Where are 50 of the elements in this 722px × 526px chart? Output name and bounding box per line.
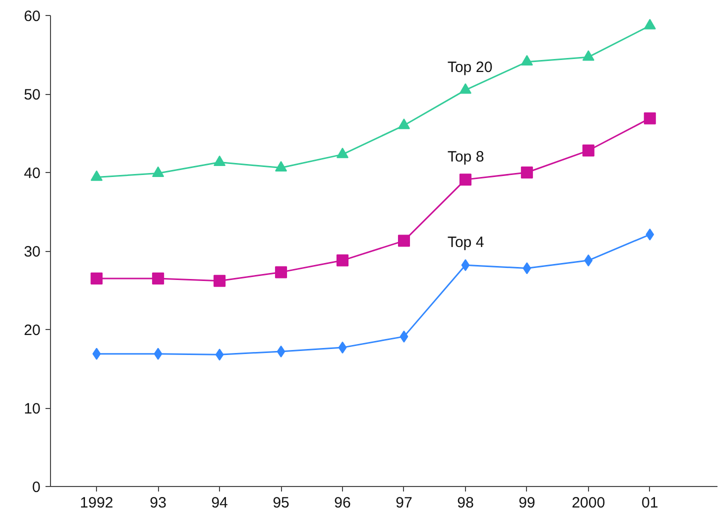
x-tick-label: 94 xyxy=(211,494,228,512)
y-tick-label: 30 xyxy=(24,244,41,260)
y-tick-label: 0 xyxy=(32,479,40,496)
point xyxy=(152,166,164,177)
point xyxy=(276,345,286,358)
y-tick-label: 50 xyxy=(24,86,41,104)
x-tick-label: 1992 xyxy=(80,494,114,512)
point xyxy=(214,155,226,166)
point xyxy=(582,50,594,61)
series-label: Top 4 xyxy=(447,234,484,252)
point xyxy=(584,254,593,266)
point xyxy=(152,272,164,284)
x-tick-label: 93 xyxy=(150,494,166,512)
point xyxy=(336,254,349,266)
point xyxy=(646,228,654,241)
series-label: Top 20 xyxy=(447,59,492,76)
x-tick-label: 95 xyxy=(272,494,290,512)
point xyxy=(582,144,594,157)
y-tick-label: 10 xyxy=(24,400,41,418)
point xyxy=(154,348,162,360)
point xyxy=(398,118,410,130)
point xyxy=(92,348,101,360)
point xyxy=(215,348,224,361)
point xyxy=(90,272,103,284)
point xyxy=(275,266,288,278)
point xyxy=(400,330,408,343)
point xyxy=(90,170,103,181)
point xyxy=(275,160,288,172)
x-tick-label: 96 xyxy=(334,494,351,512)
y-tick-label: 40 xyxy=(24,165,41,182)
x-tick-label: 97 xyxy=(396,494,412,512)
y-tick-label: 60 xyxy=(24,8,41,25)
x-tick-label: 2000 xyxy=(572,494,606,512)
point xyxy=(520,166,533,178)
series-label: Top 8 xyxy=(447,148,484,166)
point xyxy=(398,234,410,247)
point xyxy=(644,18,656,30)
x-tick-label: 98 xyxy=(457,494,474,512)
point xyxy=(336,148,349,158)
point xyxy=(459,83,472,94)
point xyxy=(461,259,470,272)
x-tick-label: 99 xyxy=(518,494,536,512)
point xyxy=(338,342,347,354)
point xyxy=(522,262,532,274)
point xyxy=(459,174,472,186)
y-tick-label: 20 xyxy=(24,322,41,339)
point xyxy=(214,274,226,287)
x-tick-label: 01 xyxy=(642,494,658,512)
point xyxy=(644,112,656,124)
point xyxy=(520,54,533,66)
